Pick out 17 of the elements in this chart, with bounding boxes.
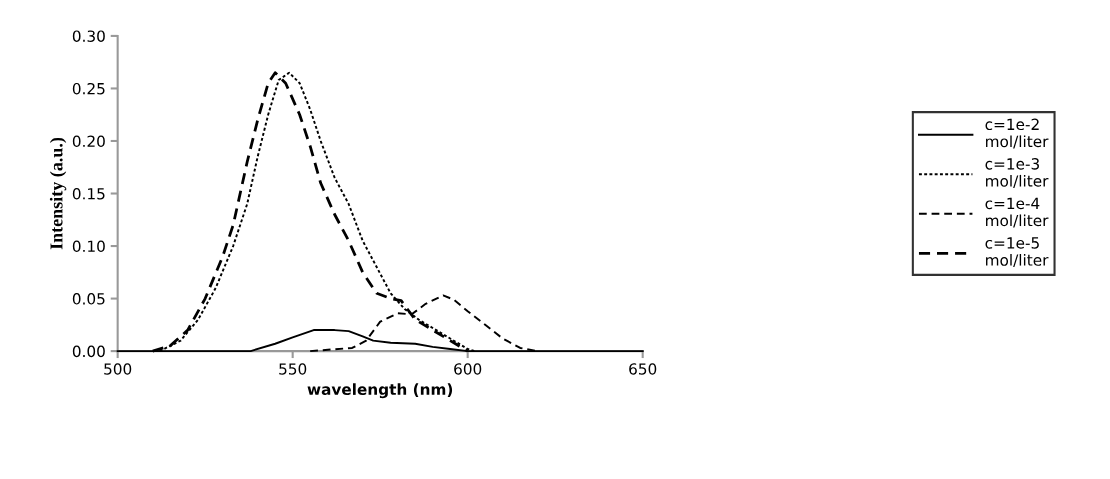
legend-label: c=1e-5 mol/liter bbox=[985, 237, 1049, 267]
y-tick-label: 0.15 bbox=[72, 187, 105, 200]
y-tick-label: 0.00 bbox=[72, 345, 105, 358]
x-axis-title: wavelength (nm) bbox=[307, 383, 453, 399]
legend-label: c=1e-2 mol/liter bbox=[985, 118, 1049, 149]
y-axis-title: Intensity (a.u.) bbox=[49, 137, 67, 250]
x-tick-label: 550 bbox=[279, 363, 307, 375]
x-tick-label: 500 bbox=[104, 363, 132, 375]
y-tick-label: 0.10 bbox=[72, 240, 105, 253]
x-tick-label: 600 bbox=[454, 363, 482, 375]
legend-label: c=1e-3 mol/liter bbox=[985, 158, 1049, 188]
x-tick-label: 650 bbox=[629, 363, 657, 375]
y-tick-label: 0.05 bbox=[72, 293, 105, 305]
legend-label: c=1e-4 mol/liter bbox=[985, 197, 1049, 228]
y-tick-label: 0.30 bbox=[72, 30, 105, 42]
y-tick-label: 0.20 bbox=[72, 135, 105, 148]
y-tick-label: 0.25 bbox=[72, 82, 105, 95]
